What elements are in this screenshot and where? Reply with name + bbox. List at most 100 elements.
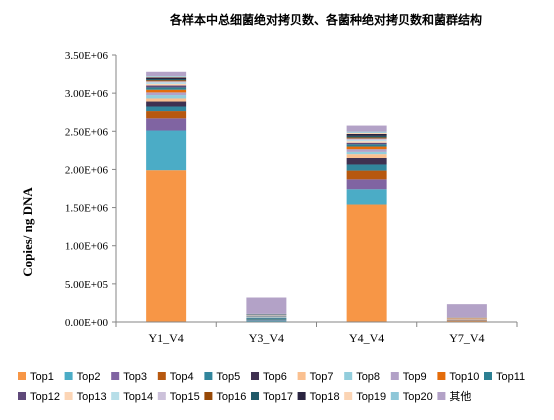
legend-swatch xyxy=(484,372,492,380)
x-tick-label-y3-v4: Y3_V4 xyxy=(249,331,284,345)
bar-top7-y1-v4 xyxy=(146,98,187,102)
legend-item-top9: Top9 xyxy=(390,371,427,383)
bar-top11-y4-v4 xyxy=(346,144,387,147)
bar-other-y4-v4 xyxy=(346,125,387,132)
bar-other-y7-v4 xyxy=(446,304,487,318)
bar-top8-y3-v4 xyxy=(246,316,287,318)
legend-item-top11: Top11 xyxy=(484,371,525,383)
legend-item-top6: Top6 xyxy=(251,371,287,383)
bar-top3-y4-v4 xyxy=(346,179,387,190)
chart-title: 各样本中总细菌绝对拷贝数、各菌种绝对拷贝数和菌群结构 xyxy=(169,12,482,27)
legend-label: Top18 xyxy=(310,391,340,403)
legend-label: Top14 xyxy=(123,391,153,403)
legend-swatch xyxy=(437,372,446,380)
bar-top5-y4-v4 xyxy=(346,164,387,171)
y-tick-label: 0.00E+00 xyxy=(65,317,109,329)
legend-item-top3: Top3 xyxy=(111,371,147,383)
legend-swatch xyxy=(111,392,120,400)
bar-top11-y1-v4 xyxy=(146,87,187,90)
y-tick-label: 2.00E+06 xyxy=(65,164,109,176)
legend-swatch xyxy=(344,392,353,400)
bar-top16-y4-v4 xyxy=(346,137,387,139)
bar-top2-y4-v4 xyxy=(346,189,387,205)
legend-swatch xyxy=(18,392,26,400)
y-tick-label: 3.00E+06 xyxy=(65,88,109,100)
bar-top9-y4-v4 xyxy=(346,149,387,152)
legend-label: Top3 xyxy=(123,371,147,383)
legend-label: Top2 xyxy=(77,371,101,383)
legend-label: Top7 xyxy=(310,371,334,383)
bar-top19-y4-v4 xyxy=(346,132,387,134)
plot-area: 0.00E+00 5.00E+05 1.00E+06 1.50E+06 2.00E+06… xyxy=(65,50,518,345)
legend-label: Top5 xyxy=(216,371,240,383)
legend-item-top2: Top2 xyxy=(64,371,101,383)
legend-item-top4: Top4 xyxy=(157,371,194,383)
bar-top13-y4-v4 xyxy=(346,141,387,143)
legend-swatch xyxy=(157,392,166,400)
legend-label: Top15 xyxy=(170,391,200,403)
legend-label: Top12 xyxy=(30,391,60,403)
legend-item-top5: Top5 xyxy=(204,371,240,383)
bar-top12-y1-v4 xyxy=(146,85,187,88)
legend: Top1 Top2 Top3 Top4 Top5 Top6 Top7 Top8 Top9 Top1… xyxy=(18,371,525,403)
legend-swatch xyxy=(251,372,259,380)
legend-label: Top13 xyxy=(77,391,107,403)
y-axis-label: Copies/ ng DNA xyxy=(20,187,35,277)
bar-top1-y4-v4 xyxy=(346,204,387,322)
bar-top7-y4-v4 xyxy=(346,154,387,158)
legend-swatch xyxy=(204,372,213,380)
y-tick-label: 3.50E+06 xyxy=(65,50,109,62)
x-tick-label-y7-v4: Y7_V4 xyxy=(449,331,484,345)
bar-top15-y4-v4 xyxy=(346,138,387,141)
legend-item-other: 其他 xyxy=(437,390,471,403)
legend-swatch xyxy=(390,372,399,380)
legend-item-top10: Top10 xyxy=(437,371,479,383)
legend-item-top12: Top12 xyxy=(18,391,60,403)
bar-top17-y4-v4 xyxy=(346,135,387,138)
bar-top4-y4-v4 xyxy=(346,170,387,180)
legend-item-top16: Top16 xyxy=(204,391,246,403)
bar-top3-y1-v4 xyxy=(146,118,187,131)
x-tick-label-y4-v4: Y4_V4 xyxy=(349,331,384,345)
legend-label: Top9 xyxy=(403,371,427,383)
legend-label: Top16 xyxy=(216,391,246,403)
legend-swatch xyxy=(297,392,306,400)
legend-label: Top10 xyxy=(449,371,479,383)
y-tick-label: 5.00E+05 xyxy=(65,279,109,291)
bar-top12-y4-v4 xyxy=(346,142,387,145)
legend-item-top15: Top15 xyxy=(157,391,200,403)
bar-top14-y4-v4 xyxy=(346,140,387,142)
bar-top18-y4-v4 xyxy=(346,133,387,136)
legend-label: Top1 xyxy=(30,371,54,383)
bar-other-y1-v4 xyxy=(146,71,187,76)
bar-top9-y1-v4 xyxy=(146,92,187,96)
legend-item-top18: Top18 xyxy=(297,391,340,403)
bar-top5-y3-v4 xyxy=(246,318,287,320)
legend-item-top7: Top7 xyxy=(297,371,334,383)
legend-swatch xyxy=(390,392,399,400)
legend-swatch xyxy=(204,392,213,400)
legend-label: Top20 xyxy=(403,391,433,403)
legend-swatch xyxy=(344,372,353,380)
legend-swatch xyxy=(64,392,73,400)
bar-top8-y1-v4 xyxy=(146,95,187,99)
bar-top20-y1-v4 xyxy=(146,75,187,77)
bar-top19-y1-v4 xyxy=(146,76,187,78)
bar-other-y3-v4 xyxy=(246,297,287,314)
bar-top2-y3-v4 xyxy=(246,320,287,322)
bar-top6-y1-v4 xyxy=(146,101,187,107)
y-tick-label: 2.50E+06 xyxy=(65,126,109,138)
legend-swatch xyxy=(157,372,166,380)
bar-top15-y1-v4 xyxy=(146,81,187,83)
bar-top8-y4-v4 xyxy=(346,151,387,155)
legend-swatch xyxy=(18,372,26,380)
x-tick-label-y1-v4: Y1_V4 xyxy=(148,331,183,345)
bar-top13-y1-v4 xyxy=(146,83,187,86)
legend-label: Top17 xyxy=(263,391,293,403)
legend-item-top13: Top13 xyxy=(64,391,107,403)
legend-label: Top6 xyxy=(263,371,287,383)
legend-label: Top8 xyxy=(356,371,380,383)
bar-top10-y4-v4 xyxy=(346,146,387,150)
y-tick-label: 1.00E+06 xyxy=(65,241,109,253)
